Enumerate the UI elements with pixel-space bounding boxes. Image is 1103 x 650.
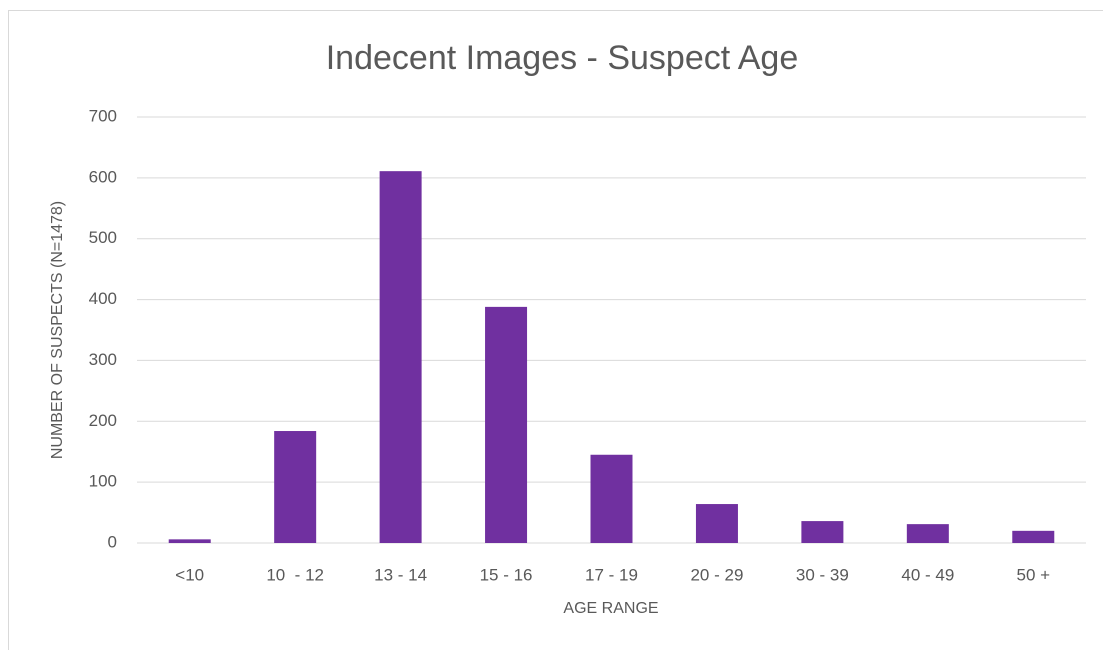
y-tick-label: 0 — [108, 532, 117, 551]
x-tick-label: 50 + — [1016, 565, 1050, 584]
bar — [590, 454, 633, 543]
bar — [485, 306, 528, 543]
x-tick-label: 17 - 19 — [585, 565, 638, 584]
y-tick-label: 100 — [89, 472, 117, 491]
bar — [379, 171, 422, 544]
x-tick-label: 20 - 29 — [690, 565, 743, 584]
bar — [274, 431, 317, 543]
y-tick-label: 300 — [89, 350, 117, 369]
x-tick-label: <10 — [175, 565, 204, 584]
y-tick-label: 500 — [89, 228, 117, 247]
x-tick-label: 15 - 16 — [480, 565, 533, 584]
chart-frame — [8, 10, 1103, 650]
x-tick-label: 13 - 14 — [374, 565, 427, 584]
bar — [906, 524, 949, 543]
chart-title: Indecent Images - Suspect Age — [326, 39, 799, 77]
x-tick-label: 10 - 12 — [266, 565, 324, 584]
x-tick-label: 40 - 49 — [901, 565, 954, 584]
x-axis-label: AGE RANGE — [563, 600, 658, 617]
y-tick-label: 700 — [89, 106, 117, 125]
x-tick-label: 30 - 39 — [796, 565, 849, 584]
bar — [695, 504, 738, 543]
bar — [168, 539, 211, 543]
y-tick-label: 600 — [89, 167, 117, 186]
y-tick-label: 400 — [89, 289, 117, 308]
y-axis-label: NUMBER OF SUSPECTS (N=1478) — [49, 201, 66, 459]
bar — [801, 521, 844, 543]
y-tick-label: 200 — [89, 411, 117, 430]
bar — [1012, 530, 1055, 543]
